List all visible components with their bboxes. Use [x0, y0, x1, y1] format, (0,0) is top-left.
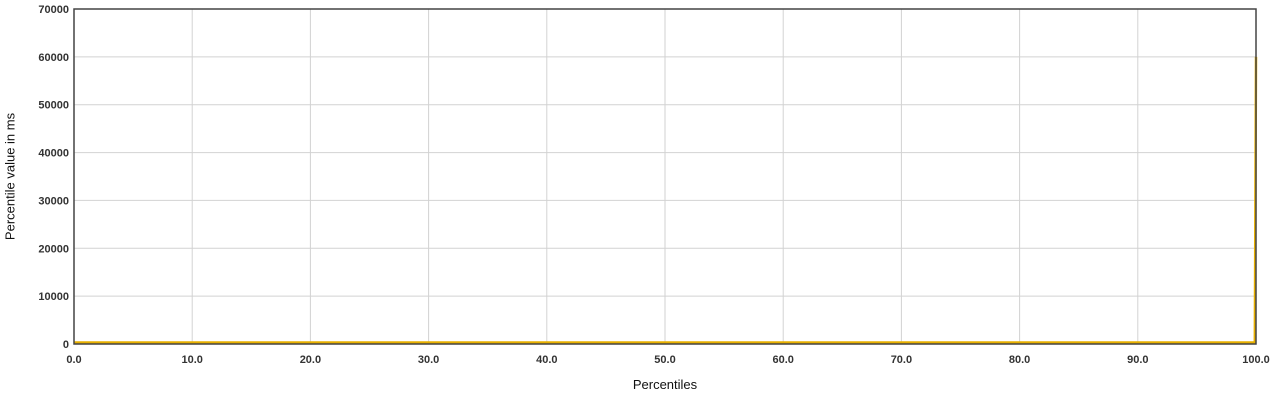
x-tick-label: 30.0 — [418, 354, 439, 366]
x-tick-label: 0.0 — [66, 354, 81, 366]
x-tick-label: 60.0 — [772, 354, 793, 366]
x-tick-label: 70.0 — [891, 354, 912, 366]
x-tick-label: 10.0 — [181, 354, 202, 366]
x-tick-label: 100.0 — [1242, 354, 1270, 366]
x-tick-label: 50.0 — [654, 354, 675, 366]
x-tick-label: 80.0 — [1009, 354, 1030, 366]
y-tick-label: 50000 — [38, 100, 69, 112]
y-tick-label: 70000 — [38, 4, 69, 16]
y-tick-label: 20000 — [38, 243, 69, 255]
y-axis-title: Percentile value in ms — [2, 112, 17, 240]
x-tick-label: 90.0 — [1127, 354, 1148, 366]
x-tick-label: 40.0 — [536, 354, 557, 366]
y-tick-label: 30000 — [38, 195, 69, 207]
y-tick-label: 0 — [63, 339, 69, 351]
series-line-0 — [74, 56, 1258, 344]
series-layer — [74, 56, 1258, 344]
y-tick-label: 60000 — [38, 52, 69, 64]
x-tick-label: 20.0 — [300, 354, 321, 366]
plot-area-frame — [73, 8, 1257, 345]
x-axis-title: Percentiles — [633, 377, 698, 392]
y-tick-label: 40000 — [38, 148, 69, 160]
y-axis-ticks: 0 10000 20000 30000 40000 50000 60000 70000 — [38, 4, 69, 351]
y-tick-label: 10000 — [38, 291, 69, 303]
x-axis-ticks: 0.0 10.0 20.0 30.0 40.0 50.0 60.0 70.0 80.0 90.0 1… — [66, 354, 1269, 366]
